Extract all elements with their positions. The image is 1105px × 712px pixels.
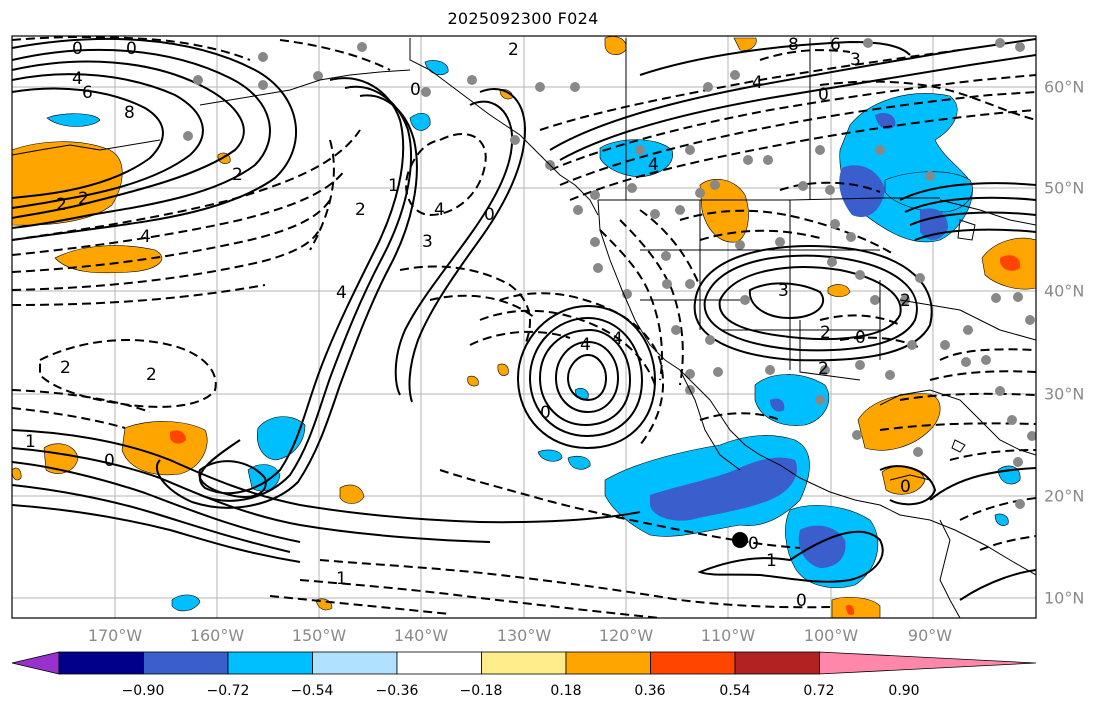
coastlines bbox=[12, 38, 1036, 618]
contour-label: 4 bbox=[612, 329, 623, 349]
contour-label: 4 bbox=[580, 335, 591, 355]
colorbar-tick-label: −0.54 bbox=[290, 683, 334, 699]
contour-label: 0 bbox=[818, 85, 829, 105]
contour-label: 6 bbox=[82, 83, 93, 103]
contour-label: 0 bbox=[796, 591, 807, 611]
contour-label: 3 bbox=[422, 232, 433, 252]
lon-label-120w: 120°W bbox=[598, 626, 654, 645]
lon-label-100w: 100°W bbox=[803, 626, 859, 645]
contour-label: 0 bbox=[410, 80, 421, 100]
observation-dots bbox=[183, 38, 1036, 509]
contour-label: 2 bbox=[508, 40, 519, 60]
colorbar-tick-label: 0.36 bbox=[634, 683, 666, 699]
contour-label: 4 bbox=[648, 155, 659, 175]
colorbar-tick-label: −0.72 bbox=[206, 683, 250, 699]
contour-label: 2 bbox=[78, 189, 89, 209]
lon-label-150w: 150°W bbox=[291, 626, 347, 645]
contour-label: 2 bbox=[232, 165, 243, 185]
contour-label: 4 bbox=[336, 283, 347, 303]
colorbar-extend-low bbox=[11, 651, 60, 675]
contour-label: 0 bbox=[484, 205, 495, 225]
lon-label-140w: 140°W bbox=[393, 626, 449, 645]
colorbar-segment bbox=[143, 651, 229, 675]
colorbar-segment bbox=[227, 651, 313, 675]
contour-label: 1 bbox=[336, 569, 347, 589]
contour-label: 1 bbox=[25, 432, 36, 452]
lon-label-90w: 90°W bbox=[907, 626, 953, 645]
contour-label: 3 bbox=[778, 281, 789, 301]
contour-label: 0 bbox=[126, 39, 137, 59]
contour-label: 4 bbox=[434, 200, 445, 220]
storm-center-marker bbox=[732, 532, 748, 548]
contour-label: 2 bbox=[818, 359, 829, 379]
contour-label: 6 bbox=[830, 35, 841, 55]
contour-label: 0 bbox=[104, 451, 115, 471]
colorbar-tick-label: 0.90 bbox=[888, 683, 920, 699]
lat-label-60n: 60°N bbox=[1044, 77, 1085, 97]
contour-label: 1 bbox=[766, 551, 777, 571]
contour-label: 2 bbox=[60, 358, 71, 378]
contour-label: 2 bbox=[146, 365, 157, 385]
contour-label: 1 bbox=[388, 176, 399, 196]
solid-contours bbox=[12, 37, 1036, 601]
lon-label-130w: 130°W bbox=[496, 626, 552, 645]
dashed-contours bbox=[12, 36, 1036, 618]
colorbar-segment bbox=[312, 651, 398, 675]
colorbar bbox=[11, 651, 1037, 675]
colorbar-tick-label: −0.36 bbox=[375, 683, 419, 699]
colorbar-segment bbox=[734, 651, 820, 675]
contour-label: 2 bbox=[56, 195, 67, 215]
map-title: 2025092300 F024 bbox=[447, 9, 599, 28]
colorbar-tick-label: 0.54 bbox=[719, 683, 751, 699]
strong-negative-shading bbox=[650, 113, 948, 568]
contour-label: 8 bbox=[124, 103, 135, 123]
contour-label: 0 bbox=[748, 534, 759, 554]
contour-label: 0 bbox=[540, 403, 551, 423]
map-frame bbox=[11, 35, 1037, 619]
contour-label: 4 bbox=[752, 73, 763, 93]
contour-label: 0 bbox=[72, 39, 83, 59]
colorbar-segment bbox=[650, 651, 736, 675]
colorbar-segment bbox=[481, 651, 567, 675]
contour-label: 2 bbox=[820, 323, 831, 343]
contour-label: 4 bbox=[72, 69, 83, 89]
lon-label-110w: 110°W bbox=[700, 626, 756, 645]
colorbar-segment bbox=[396, 651, 482, 675]
contour-label: 2 bbox=[900, 291, 911, 311]
lat-label-30n: 30°N bbox=[1044, 384, 1085, 404]
colorbar-segment bbox=[58, 651, 144, 675]
lat-label-10n: 10°N bbox=[1044, 588, 1085, 608]
colorbar-tick-label: 0.72 bbox=[803, 683, 835, 699]
contour-label: 2 bbox=[355, 200, 366, 220]
lon-label-170w: 170°W bbox=[87, 626, 143, 645]
colorbar-segment bbox=[565, 651, 651, 675]
contour-label-group: 0 0 4 6 8 2 2 4 2 2 1 0 3 4 4 0 1 2 4 0 … bbox=[25, 35, 911, 611]
contour-label: 4 bbox=[140, 227, 151, 247]
lat-label-20n: 20°N bbox=[1044, 486, 1085, 506]
contour-label: 0 bbox=[855, 328, 866, 348]
lon-label-160w: 160°W bbox=[189, 626, 245, 645]
colorbar-tick-label: −0.18 bbox=[459, 683, 503, 699]
lat-label-50n: 50°N bbox=[1044, 178, 1085, 198]
strong-positive-shading bbox=[170, 255, 1021, 616]
contour-label: 0 bbox=[900, 477, 911, 497]
contour-label: 8 bbox=[788, 35, 799, 55]
contour-label: 3 bbox=[850, 50, 861, 70]
lat-label-40n: 40°N bbox=[1044, 281, 1085, 301]
colorbar-tick-label: −0.90 bbox=[121, 683, 165, 699]
colorbar-tick-label: 0.18 bbox=[550, 683, 582, 699]
colorbar-extend-high bbox=[819, 651, 1037, 675]
